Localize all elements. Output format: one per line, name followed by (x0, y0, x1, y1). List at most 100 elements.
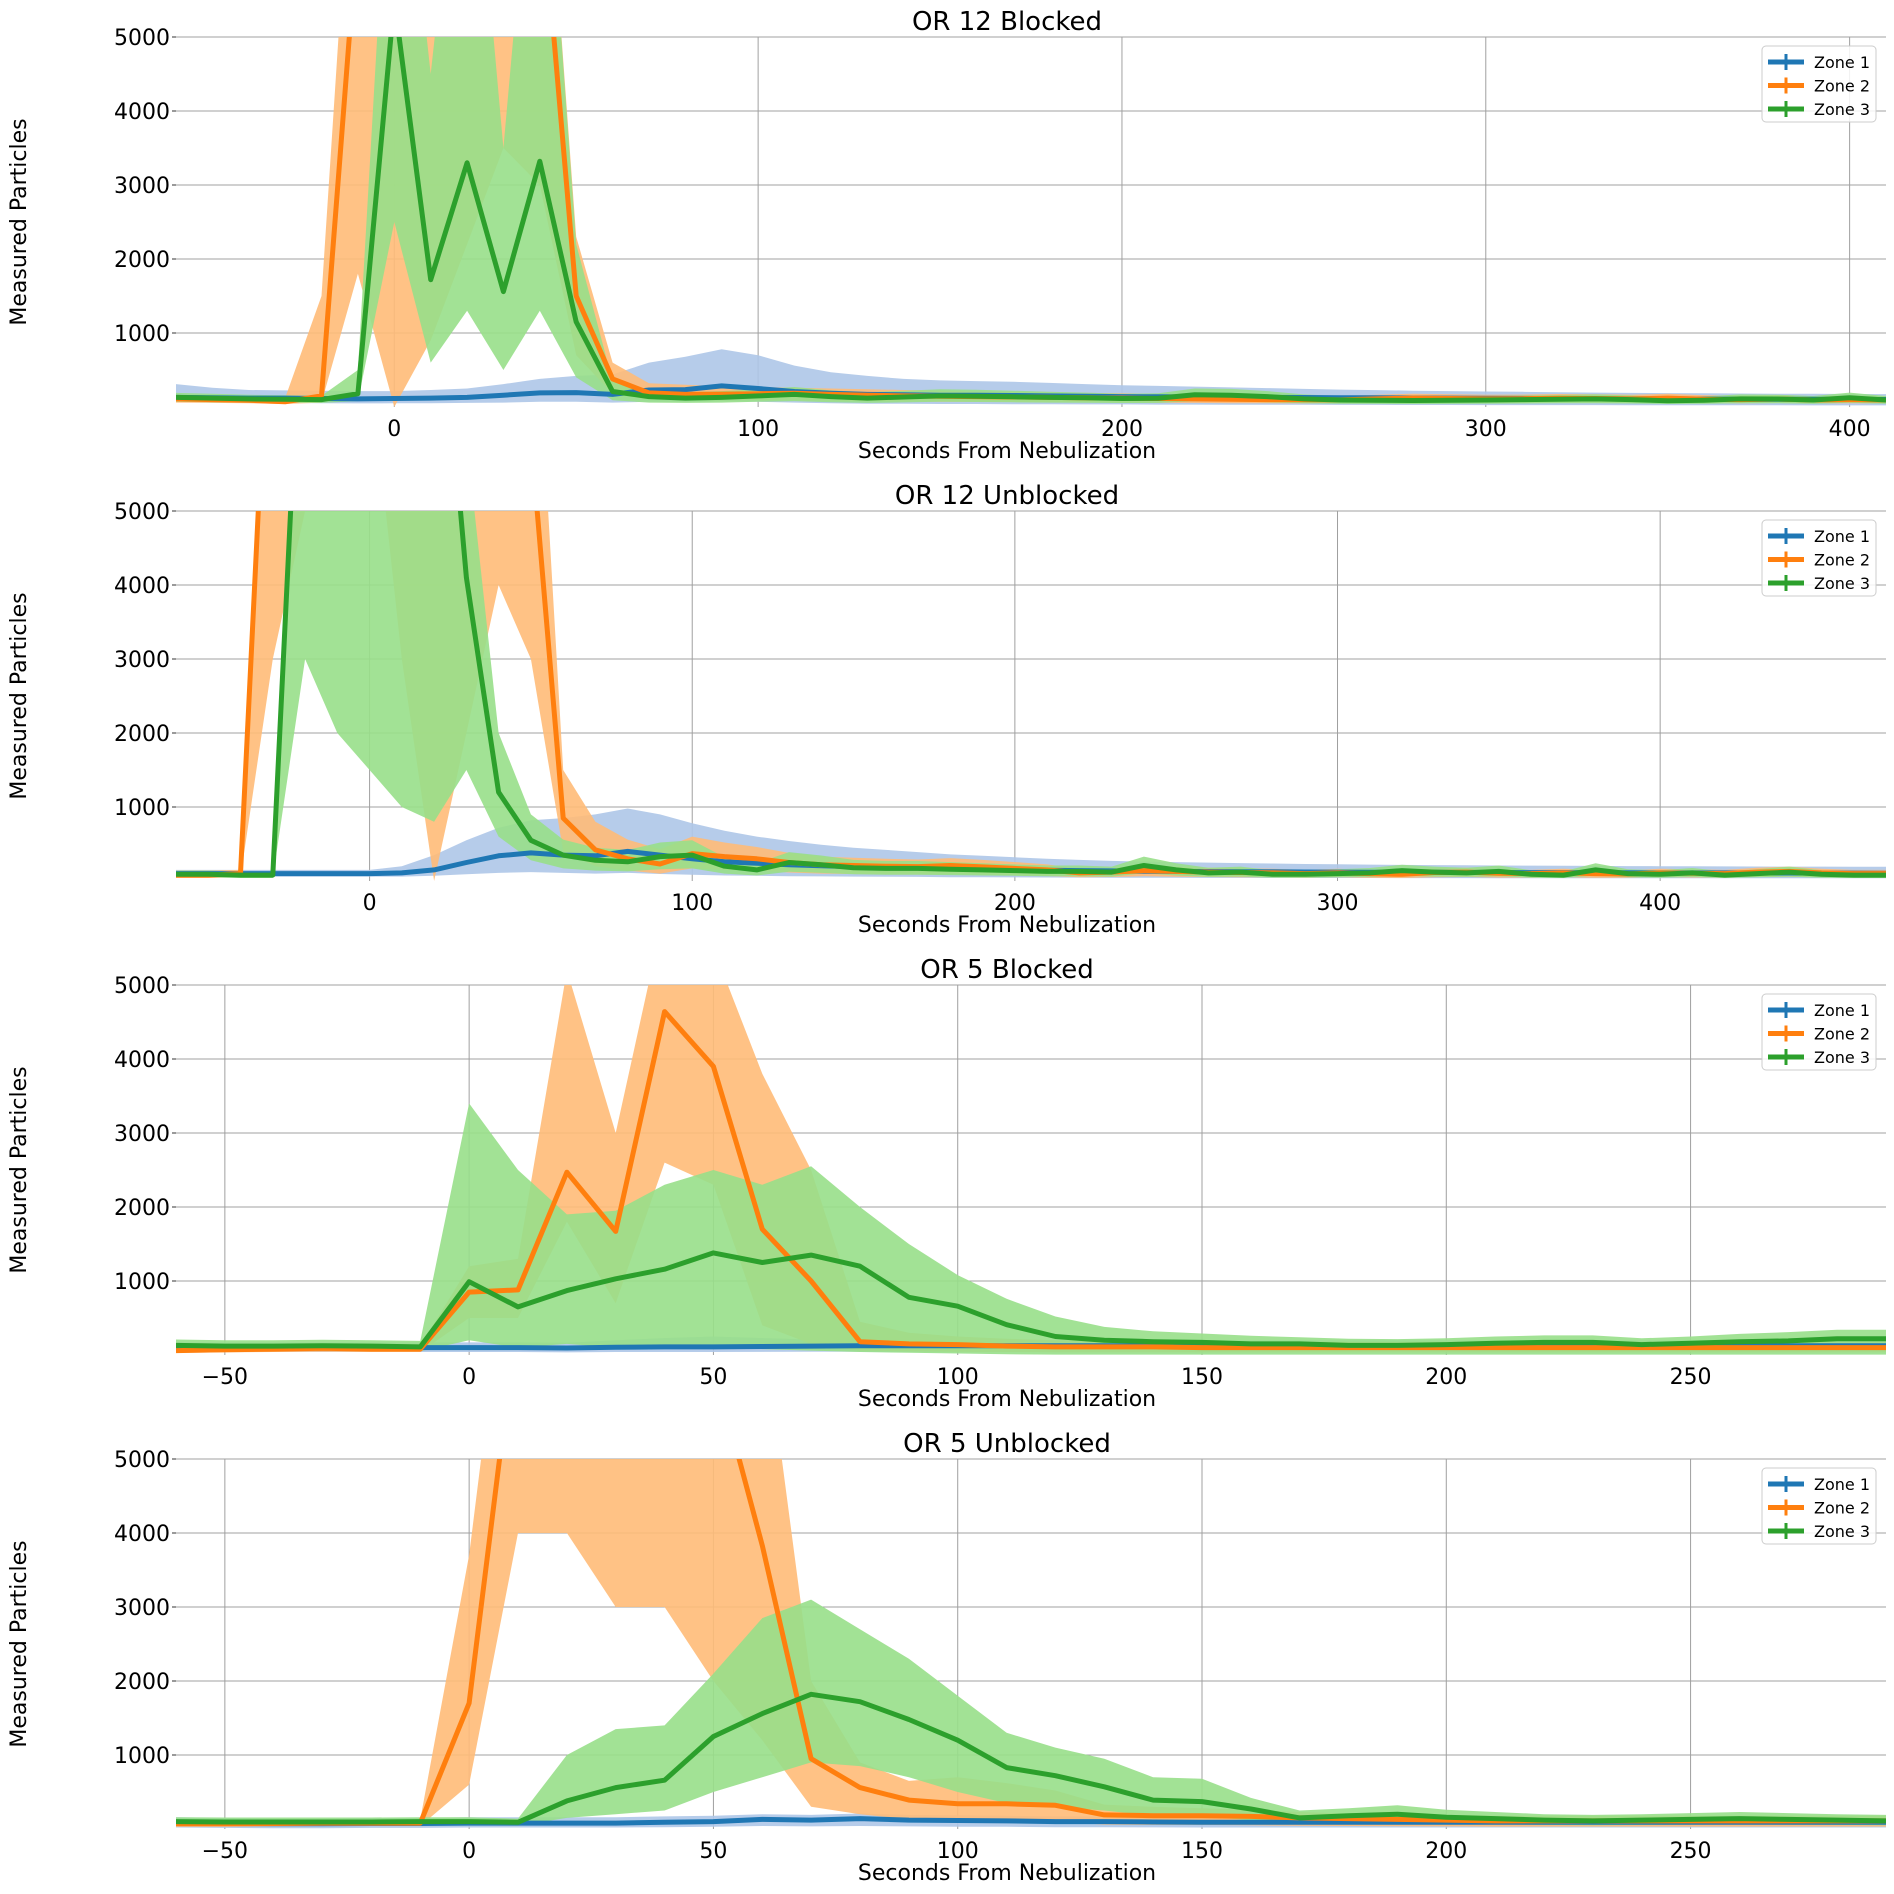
chart-title: OR 5 Blocked (920, 955, 1094, 985)
y-axis-label: Measured Particles (7, 1540, 32, 1747)
chart-title: OR 12 Unblocked (895, 481, 1119, 511)
legend-label: Zone 2 (1814, 1025, 1870, 1044)
legend-item-zone-3: Zone 3 (1768, 574, 1870, 593)
legend-item-zone-2: Zone 2 (1768, 1025, 1870, 1044)
y-tick-label: 1000 (114, 322, 170, 347)
legend-box (1761, 519, 1877, 597)
series-lines (176, 511, 1886, 878)
y-tick-label: 3000 (114, 648, 170, 673)
x-tick-label: 250 (1670, 1839, 1712, 1864)
legend-item-zone-3: Zone 3 (1768, 100, 1870, 119)
y-axis-label: Measured Particles (7, 592, 32, 799)
subplot-4: 1000 2000 3000 4000 5000 −50 0 50 100 150 200 250 OR… (7, 1429, 1886, 1886)
legend-label: Zone 2 (1814, 77, 1870, 96)
series-line-zone-3 (176, 1691, 1886, 1825)
legend-item-zone-1: Zone 1 (1768, 1475, 1870, 1494)
legend-label: Zone 3 (1814, 1522, 1870, 1541)
y-tick-label: 5000 (114, 26, 170, 51)
x-tick-label: −50 (202, 1365, 248, 1390)
x-tick-label: 100 (737, 417, 779, 442)
x-axis-label: Seconds From Nebulization (858, 1387, 1156, 1412)
error-band-zone-3 (176, 37, 1886, 404)
legend-item-zone-1: Zone 1 (1768, 527, 1870, 546)
y-tick-label: 2000 (114, 248, 170, 273)
legend: Zone 1 Zone 2 Zone 3 (1761, 519, 1877, 597)
legend-item-zone-3: Zone 3 (1768, 1522, 1870, 1541)
x-tick-label: 300 (1465, 417, 1507, 442)
x-tick-label: 150 (1181, 1839, 1223, 1864)
legend-box (1761, 45, 1877, 123)
y-tick-label: 3000 (114, 1596, 170, 1621)
x-tick-label: 300 (1317, 891, 1359, 916)
x-axis-label: Seconds From Nebulization (858, 913, 1156, 938)
y-tick-label: 2000 (114, 722, 170, 747)
y-tick-label: 1000 (114, 1744, 170, 1769)
x-tick-label: 50 (699, 1365, 727, 1390)
y-tick-label: 5000 (114, 1448, 170, 1473)
x-tick-label: 250 (1670, 1365, 1712, 1390)
subplot-2: 1000 2000 3000 4000 5000 0 100 200 300 400 OR 12 U… (7, 481, 1886, 938)
x-tick-label: 150 (1181, 1365, 1223, 1390)
y-axis-label: Measured Particles (7, 118, 32, 325)
y-tick-label: 2000 (114, 1670, 170, 1695)
legend-label: Zone 1 (1814, 53, 1870, 72)
error-bands (176, 37, 1886, 407)
y-tick-label: 4000 (114, 1522, 170, 1547)
x-tick-label: 50 (699, 1839, 727, 1864)
series-lines (176, 1009, 1886, 1354)
chart-title: OR 12 Blocked (912, 7, 1102, 37)
legend-label: Zone 3 (1814, 100, 1870, 119)
x-tick-label: 0 (363, 891, 377, 916)
legend-box (1761, 1467, 1877, 1545)
x-tick-label: 0 (387, 417, 401, 442)
x-tick-label: 100 (937, 1839, 979, 1864)
x-tick-label: 400 (1829, 417, 1871, 442)
chart-title: OR 5 Unblocked (903, 1429, 1111, 1459)
x-tick-label: 200 (994, 891, 1036, 916)
legend-label: Zone 2 (1814, 1499, 1870, 1518)
legend-label: Zone 3 (1814, 574, 1870, 593)
legend: Zone 1 Zone 2 Zone 3 (1761, 45, 1877, 123)
legend-label: Zone 1 (1814, 527, 1870, 546)
x-tick-label: −50 (202, 1839, 248, 1864)
y-tick-label: 4000 (114, 1048, 170, 1073)
y-tick-label: 1000 (114, 796, 170, 821)
y-tick-label: 1000 (114, 1270, 170, 1295)
legend-item-zone-2: Zone 2 (1768, 77, 1870, 96)
legend-box (1761, 993, 1877, 1071)
x-tick-label: 100 (937, 1365, 979, 1390)
error-bands (176, 1459, 1886, 1829)
y-tick-label: 4000 (114, 100, 170, 125)
x-tick-label: 100 (671, 891, 713, 916)
legend-item-zone-1: Zone 1 (1768, 1001, 1870, 1020)
series-line-zone-3 (176, 511, 1886, 878)
y-tick-label: 3000 (114, 174, 170, 199)
x-tick-label: 0 (462, 1365, 476, 1390)
series-lines (176, 37, 1886, 405)
legend-item-zone-2: Zone 2 (1768, 551, 1870, 570)
error-band-zone-2 (176, 1459, 1886, 1827)
error-band-zone-3 (176, 511, 1886, 878)
series-line-zone-2 (176, 1009, 1886, 1354)
x-axis-label: Seconds From Nebulization (858, 439, 1156, 464)
x-tick-label: 200 (1101, 417, 1143, 442)
series-lines (176, 1459, 1886, 1827)
series-line-zone-3 (176, 37, 1886, 404)
legend: Zone 1 Zone 2 Zone 3 (1761, 1467, 1877, 1545)
series-line-zone-3 (176, 1250, 1886, 1350)
x-tick-label: 0 (462, 1839, 476, 1864)
legend-item-zone-2: Zone 2 (1768, 1499, 1870, 1518)
legend-label: Zone 3 (1814, 1048, 1870, 1067)
legend-item-zone-3: Zone 3 (1768, 1048, 1870, 1067)
error-band-zone-3 (176, 1103, 1886, 1355)
legend-label: Zone 1 (1814, 1475, 1870, 1494)
legend-label: Zone 1 (1814, 1001, 1870, 1020)
legend-label: Zone 2 (1814, 551, 1870, 570)
y-tick-label: 5000 (114, 974, 170, 999)
subplot-1: 1000 2000 3000 4000 5000 0 100 200 300 400 OR 12 B… (7, 7, 1886, 464)
error-band-zone-3 (176, 1599, 1886, 1826)
y-tick-label: 4000 (114, 574, 170, 599)
x-tick-label: 200 (1425, 1365, 1467, 1390)
legend: Zone 1 Zone 2 Zone 3 (1761, 993, 1877, 1071)
